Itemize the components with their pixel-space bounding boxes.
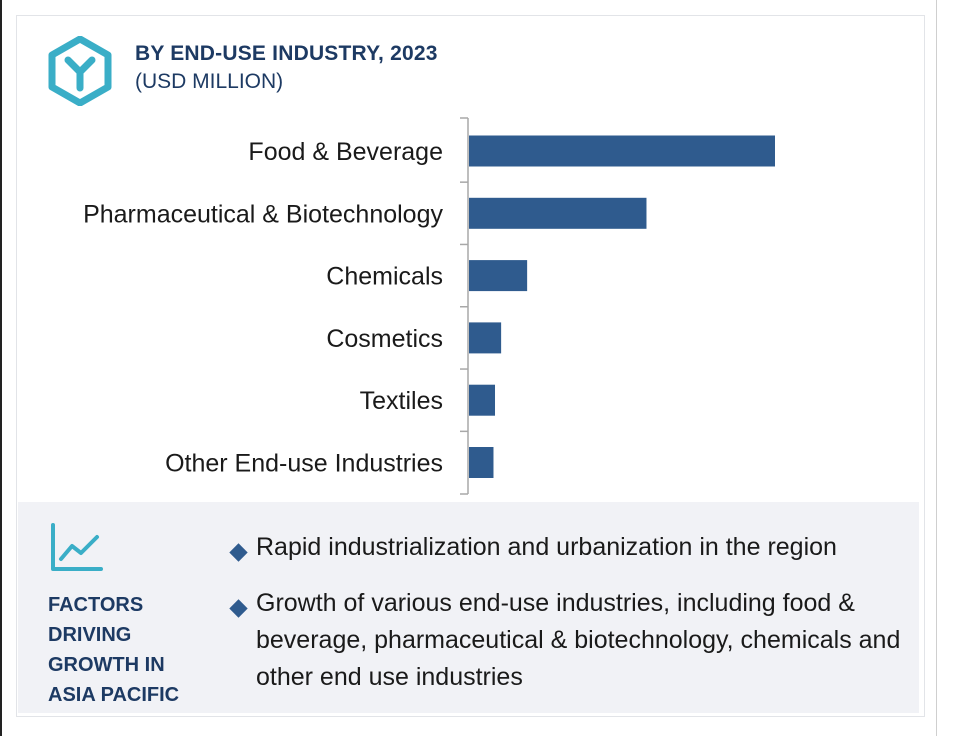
bar: [469, 260, 528, 292]
diamond-bullet-icon: [229, 599, 248, 618]
factors-label-line: DRIVING: [48, 624, 132, 646]
category-label: Other End-use Industries: [165, 450, 443, 478]
category-label: Textiles: [360, 387, 443, 415]
trend-line-icon: [51, 523, 103, 571]
hexagon-y-icon: [48, 36, 112, 106]
right-edge-line: [936, 0, 937, 736]
bar: [469, 197, 647, 229]
factors-label-line: GROWTH IN: [48, 654, 165, 676]
factors-panel: [18, 502, 919, 713]
chart-subtitle: (USD MILLION): [135, 70, 284, 93]
diamond-bullet-icon: [229, 543, 248, 562]
factor-bullet-text: Growth of various end-use industries, in…: [256, 589, 901, 691]
bar: [469, 384, 496, 416]
bar: [469, 135, 775, 167]
category-label: Food & Beverage: [248, 138, 443, 166]
factors-label-line: ASIA PACIFIC: [48, 684, 180, 706]
category-label: Cosmetics: [326, 325, 443, 353]
chart-title: BY END-USE INDUSTRY, 2023: [135, 42, 438, 65]
factor-bullet: Rapid industrialization and urbanization…: [229, 533, 926, 573]
left-edge-line: [0, 0, 2, 736]
factor-bullet-text: Rapid industrialization and urbanization…: [256, 533, 837, 561]
factor-bullet: Growth of various end-use industries, in…: [229, 589, 926, 703]
factors-label-line: FACTORS: [48, 594, 144, 616]
bar: [469, 322, 502, 354]
category-label: Pharmaceutical & Biotechnology: [83, 200, 443, 228]
factors-label: FACTORS DRIVING GROWTH IN ASIA PACIFIC: [48, 590, 208, 710]
bar-chart: Food & Beverage Pharmaceutical & Biotechn…: [83, 117, 775, 495]
category-label: Chemicals: [326, 263, 443, 291]
bar: [469, 447, 494, 478]
